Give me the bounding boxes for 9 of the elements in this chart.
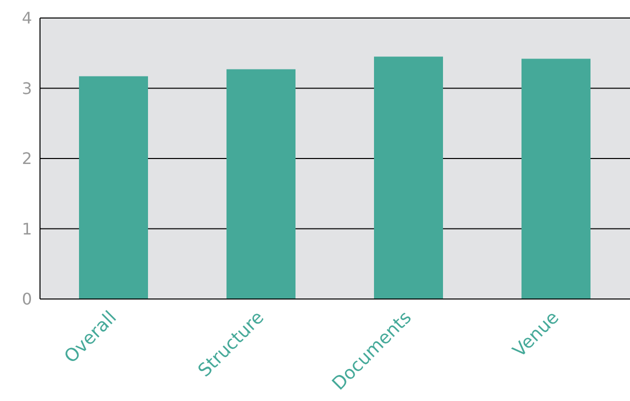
- bar: [374, 56, 443, 299]
- bar: [522, 58, 590, 299]
- y-tick-label: 1: [22, 219, 32, 238]
- bar: [79, 76, 148, 299]
- y-tick-label: 0: [22, 290, 32, 309]
- y-tick-label: 4: [22, 8, 32, 28]
- bar: [226, 69, 296, 299]
- y-tick-label: 2: [22, 149, 32, 168]
- y-tick-label: 3: [22, 78, 32, 98]
